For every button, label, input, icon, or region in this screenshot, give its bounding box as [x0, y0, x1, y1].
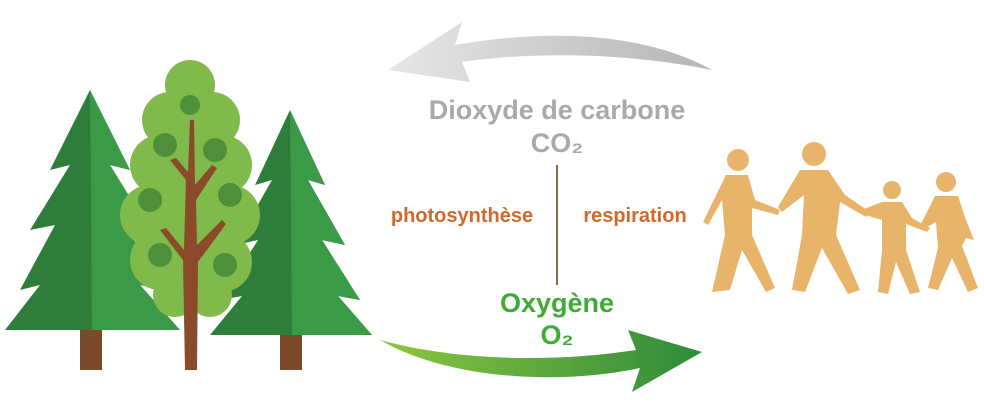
co2-arrow [388, 22, 712, 82]
diagram: Dioxyde de carbone CO₂ photosynthèse res… [0, 0, 984, 407]
process-label: photosynthèse [391, 205, 533, 227]
process-label: respiration [583, 205, 686, 227]
gas-formula: CO₂ [531, 128, 584, 158]
gas-name: Dioxyde de carbone [429, 95, 686, 125]
gas-name: Oxygène [500, 288, 614, 318]
gas-formula: O₂ [541, 320, 574, 350]
people [703, 142, 978, 294]
